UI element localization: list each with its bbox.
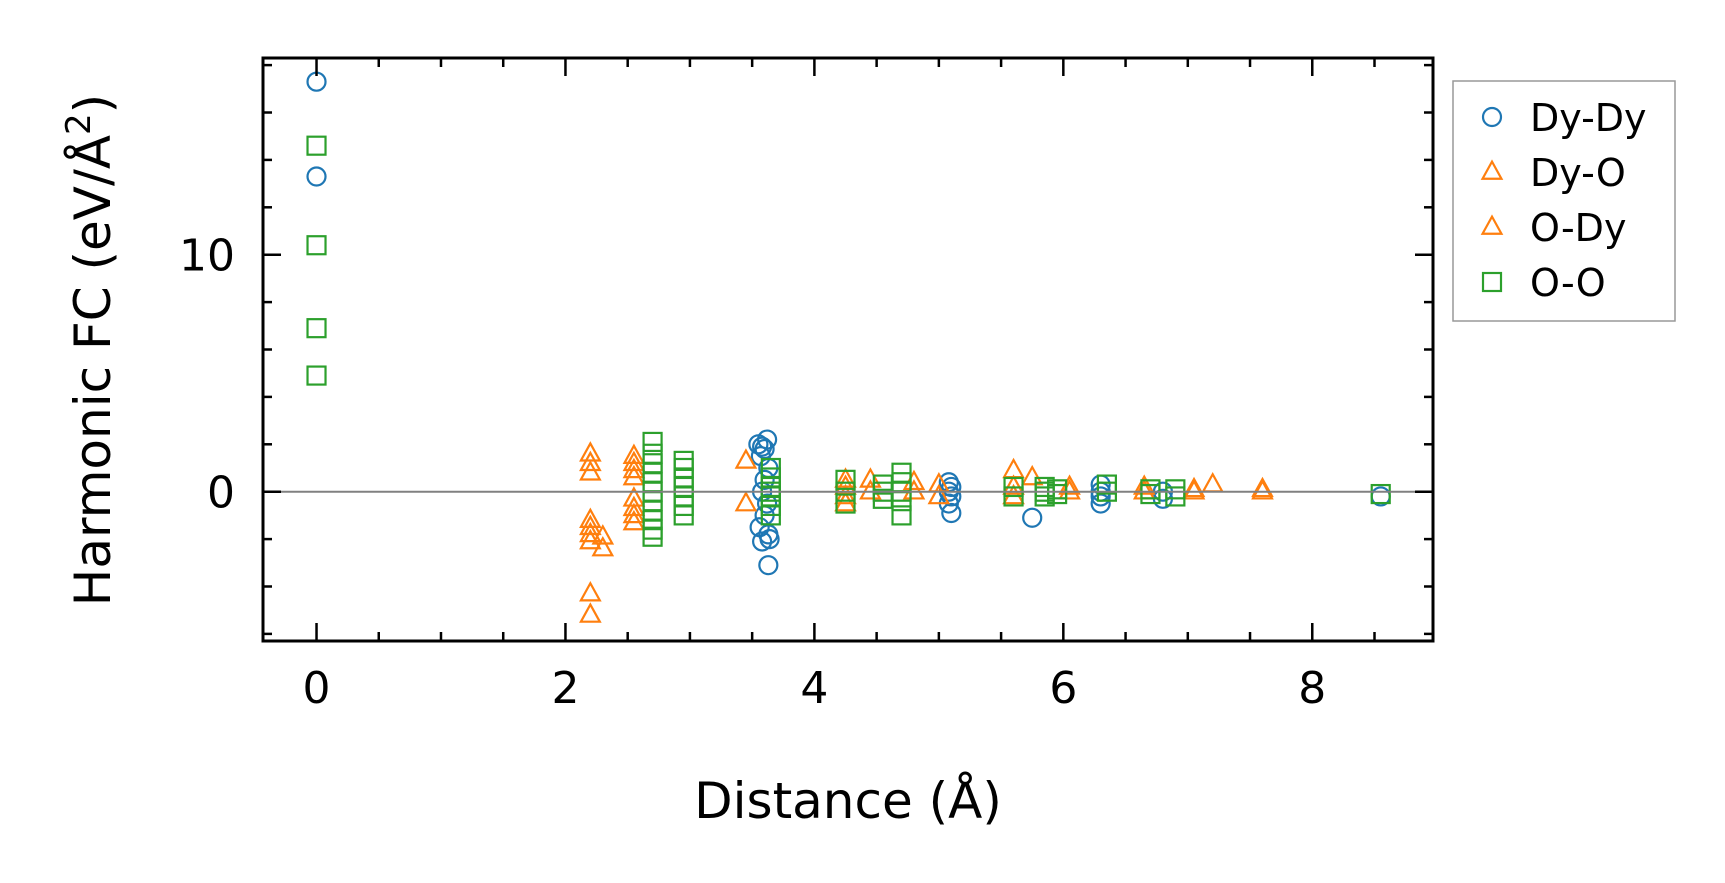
x-tick-label: 6	[1049, 663, 1077, 714]
point-o-o	[835, 493, 856, 514]
point-dy-o	[579, 580, 602, 602]
point-o-o	[1370, 483, 1391, 505]
point-o-o	[1165, 486, 1186, 507]
x-tick-label: 4	[800, 663, 828, 714]
legend-item-o-o: O-O	[1481, 261, 1606, 305]
y-axis-label: Harmonic FC (eV/Å2)	[59, 94, 122, 606]
legend-label: Dy-O	[1530, 151, 1626, 195]
point-dy-o	[622, 450, 646, 472]
point-dy-dy	[759, 528, 780, 550]
point-dy-o	[734, 448, 758, 469]
axis-ticks	[263, 58, 1433, 641]
x-axis-label: Distance (Å)	[694, 772, 1002, 830]
point-o-dy	[622, 502, 646, 524]
point-dy-dy	[1090, 486, 1111, 507]
legend-marker-triangle-icon	[1480, 214, 1504, 235]
point-dy-o	[1182, 476, 1206, 498]
point-dy-o	[579, 450, 602, 472]
point-o-o	[1047, 483, 1068, 505]
point-dy-o	[1251, 476, 1274, 498]
x-tick-label: 8	[1298, 663, 1326, 714]
y-tick-label: 10	[179, 231, 235, 282]
point-o-o	[673, 505, 694, 526]
point-dy-o	[622, 464, 646, 486]
point-o-dy	[902, 479, 926, 500]
point-dy-o	[622, 457, 646, 479]
point-dy-o	[1002, 474, 1025, 495]
point-o-o	[1165, 479, 1186, 500]
data-points	[306, 71, 1391, 623]
point-dy-o	[1020, 464, 1044, 486]
point-o-dy	[622, 495, 646, 517]
legend-marker-square-icon	[1481, 271, 1503, 293]
x-tick-label: 2	[551, 663, 579, 714]
point-o-dy	[1182, 479, 1206, 500]
point-o-o	[1034, 486, 1055, 507]
legend-box	[1452, 80, 1676, 322]
legend: Dy-Dy Dy-O O-Dy O-O	[1452, 80, 1676, 322]
point-dy-o	[902, 469, 926, 491]
point-o-o	[642, 526, 663, 547]
point-o-o	[760, 505, 781, 526]
point-o-dy	[1058, 479, 1081, 500]
point-o-dy	[1251, 479, 1274, 500]
legend-label: O-O	[1530, 261, 1606, 305]
point-dy-o	[591, 535, 615, 557]
legend-marker-triangle-icon	[1480, 159, 1504, 180]
legend-item-dy-o: Dy-O	[1480, 151, 1626, 195]
legend-item-dy-dy: Dy-Dy	[1481, 96, 1647, 140]
point-o-o	[1003, 486, 1024, 507]
legend-label: Dy-Dy	[1530, 96, 1647, 140]
point-dy-dy	[306, 166, 327, 187]
point-dy-o	[622, 443, 646, 464]
point-dy-o	[859, 467, 882, 488]
point-dy-o	[1201, 471, 1225, 493]
point-o-dy	[1002, 483, 1025, 505]
point-o-o	[306, 235, 327, 256]
point-o-dy	[622, 509, 646, 531]
legend-label: O-Dy	[1530, 206, 1626, 250]
point-o-o	[673, 450, 694, 471]
point-o-dy	[734, 490, 758, 512]
point-o-o	[891, 505, 912, 526]
point-o-o	[642, 431, 663, 453]
plot-frame	[261, 56, 1435, 643]
point-dy-o	[579, 521, 602, 543]
point-dy-o	[579, 460, 602, 481]
point-dy-dy	[756, 493, 778, 514]
point-dy-dy	[754, 469, 775, 490]
point-o-o	[306, 135, 327, 156]
point-o-o	[306, 365, 327, 386]
x-tick-label: 0	[303, 663, 331, 714]
point-dy-dy	[758, 555, 779, 576]
point-dy-o	[579, 514, 602, 536]
y-tick-label: 0	[207, 468, 235, 519]
legend-marker-circle-icon	[1481, 106, 1503, 128]
point-dy-dy	[1022, 507, 1043, 528]
y-axis-label-superscript: 2	[59, 113, 99, 135]
point-dy-o	[579, 602, 602, 623]
point-dy-o	[591, 524, 615, 545]
point-dy-o	[579, 507, 602, 528]
point-o-o	[835, 469, 856, 490]
point-dy-dy	[941, 502, 962, 524]
point-o-o	[306, 318, 327, 339]
legend-item-o-dy: O-Dy	[1480, 206, 1626, 250]
tick-labels: 0 2 4 6 8 0 10	[179, 231, 1326, 714]
point-o-dy	[927, 483, 951, 505]
point-o-o	[1140, 483, 1161, 505]
